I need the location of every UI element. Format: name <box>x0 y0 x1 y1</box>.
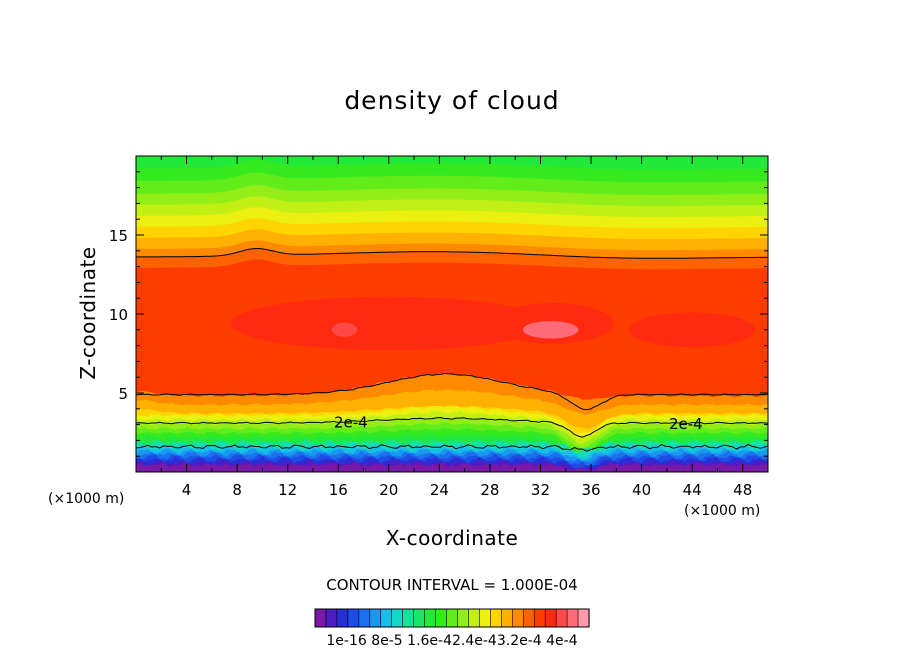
colorbar-swatch <box>413 608 426 628</box>
x-tick-label: 48 <box>733 481 752 499</box>
colorbar-swatch <box>358 608 371 628</box>
colorbar-swatch <box>435 608 448 628</box>
x-tick-label: 16 <box>329 481 348 499</box>
x-tick-label: 40 <box>632 481 651 499</box>
contour-line-mid <box>136 372 768 411</box>
colorbar-labels: 1e-16 8e-5 1.6e-42.4e-43.2e-4 4e-4 <box>326 633 578 649</box>
colorbar-swatch <box>490 608 502 628</box>
colorbar-swatch <box>336 608 349 628</box>
contour-line-upper <box>136 247 768 259</box>
colorbar-swatch <box>555 608 568 628</box>
x-tick-label: 36 <box>581 481 600 499</box>
colorbar-swatch <box>380 608 393 628</box>
contour-line-2e-4 <box>136 416 768 438</box>
colorbar-swatch <box>566 608 579 628</box>
field-band-ground <box>136 463 768 472</box>
x-tick-label: 24 <box>430 481 449 499</box>
contour-line-low <box>136 443 768 452</box>
x-tick-label: 28 <box>480 481 499 499</box>
colorbar-swatch <box>501 608 513 628</box>
y-tick-label: 10 <box>109 306 128 324</box>
chart-title: density of cloud <box>344 86 560 115</box>
colorbar-swatch <box>424 608 437 628</box>
x-tick-label: 44 <box>683 481 702 499</box>
field-max-patch <box>628 312 756 348</box>
contour-lines: 2e-4 2e-4 <box>136 247 768 452</box>
colorbar-frame <box>314 608 590 628</box>
contour-interval-text: CONTOUR INTERVAL = 1.000E-04 <box>326 576 578 594</box>
colorbar-swatch <box>457 608 470 628</box>
colorbar-swatch <box>468 608 481 628</box>
x-tick-label: 12 <box>278 481 297 499</box>
x-tick-label: 8 <box>232 481 242 499</box>
colorbar-swatch <box>544 608 557 628</box>
x-tick-label: 20 <box>379 481 398 499</box>
colorbar <box>314 608 590 628</box>
colorbar-swatch <box>391 608 404 628</box>
x-tick-label: 32 <box>531 481 550 499</box>
y-tick-label: 15 <box>109 227 128 245</box>
field-max-patch <box>230 296 547 351</box>
colorbar-swatch <box>533 608 546 628</box>
x-tick-label: 4 <box>182 481 192 499</box>
field-max-patch <box>522 321 579 339</box>
x-unit-label-right: (×1000 m) <box>684 503 761 519</box>
field-max-patch <box>331 322 358 337</box>
density-field <box>136 156 768 472</box>
colorbar-swatch <box>522 608 535 628</box>
colorbar-swatch <box>446 608 459 628</box>
contour-label: 2e-4 <box>669 415 703 433</box>
x-unit-label-left: (×1000 m) <box>48 491 125 507</box>
colorbar-swatch <box>511 608 524 628</box>
y-axis-label: Z-coordinate <box>76 246 100 380</box>
colorbar-swatch <box>347 608 360 628</box>
colorbar-swatch <box>479 608 491 628</box>
contour-label: 2e-4 <box>334 413 368 431</box>
colorbar-swatch <box>314 608 327 628</box>
colorbar-swatch <box>369 608 382 628</box>
colorbar-swatch <box>325 608 338 628</box>
colorbar-swatch <box>577 608 590 628</box>
x-axis-label: X-coordinate <box>385 526 519 550</box>
y-tick-label: 5 <box>118 385 128 403</box>
colorbar-swatch <box>402 608 415 628</box>
